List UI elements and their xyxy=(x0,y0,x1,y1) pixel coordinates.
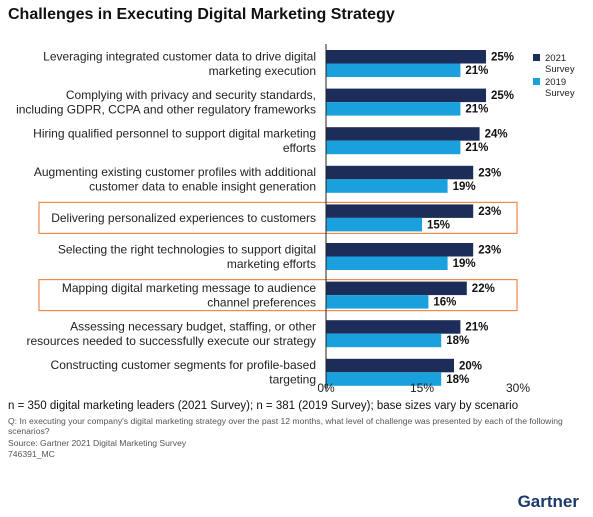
legend-label: Survey xyxy=(545,64,575,75)
bar-2021 xyxy=(326,358,454,373)
bar-2019 xyxy=(326,140,461,155)
data-label: 23% xyxy=(478,245,501,257)
bar-2019 xyxy=(326,102,461,116)
data-label: 20% xyxy=(459,360,482,372)
sample-size-note: n = 350 digital marketing leaders (2021 … xyxy=(8,400,519,412)
document-id: 746391_MC xyxy=(8,449,55,459)
data-label: 24% xyxy=(485,129,508,141)
bar-2021 xyxy=(326,204,474,218)
data-label: 16% xyxy=(433,297,456,309)
data-label: 21% xyxy=(465,142,488,154)
category-label: resources needed to successfully execute… xyxy=(27,334,317,348)
category-label: Leveraging integrated customer data to d… xyxy=(43,49,316,63)
data-label: 18% xyxy=(446,374,469,386)
bar-2019 xyxy=(326,333,442,348)
data-label: 18% xyxy=(446,335,469,347)
chart-title: Challenges in Executing Digital Marketin… xyxy=(8,6,395,23)
legend-swatch-2019 xyxy=(533,78,540,85)
bar-2021 xyxy=(326,127,480,141)
x-tick-label: 30% xyxy=(506,381,530,395)
category-label: targeting xyxy=(269,373,316,387)
x-tick-label: 0% xyxy=(317,381,335,395)
data-label: 25% xyxy=(491,52,514,64)
category-label: channel preferences xyxy=(207,295,316,309)
data-label: 19% xyxy=(453,258,476,270)
category-label: Mapping digital marketing message to aud… xyxy=(62,281,316,295)
bar-2021 xyxy=(326,320,461,334)
bar-2021 xyxy=(326,281,467,296)
category-label: Delivering personalized experiences to c… xyxy=(51,211,316,225)
legend-label: Survey xyxy=(545,88,575,99)
data-label: 21% xyxy=(465,104,488,116)
data-label: 25% xyxy=(491,90,514,102)
question-note: Q: In executing your company's digital m… xyxy=(8,416,563,436)
bar-2019 xyxy=(326,217,422,232)
bar-2019 xyxy=(326,256,448,270)
data-label: 21% xyxy=(465,65,488,77)
category-label: Augmenting existing customer profiles wi… xyxy=(34,165,316,179)
highlight-box xyxy=(38,201,518,234)
gartner-logo: Gartner xyxy=(517,492,579,511)
source-note: Source: Gartner 2021 Digital Marketing S… xyxy=(8,438,187,448)
category-label: customer data to enable insight generati… xyxy=(89,180,316,194)
category-label: Selecting the right technologies to supp… xyxy=(58,242,316,256)
category-label: including GDPR, CCPA and other regulator… xyxy=(16,102,316,116)
bar-chart: Leveraging integrated customer data to d… xyxy=(16,44,575,395)
data-label: 15% xyxy=(427,219,450,231)
legend-label: 2021 xyxy=(545,53,566,64)
category-label: Complying with privacy and security stan… xyxy=(66,88,316,102)
x-tick-label: 15% xyxy=(410,381,434,395)
bar-2021 xyxy=(326,165,474,180)
bar-2021 xyxy=(326,50,486,64)
bar-2019 xyxy=(326,179,448,193)
data-label: 22% xyxy=(472,283,495,295)
bar-2019 xyxy=(326,372,442,386)
category-label: efforts xyxy=(283,141,316,155)
data-label: 19% xyxy=(453,181,476,193)
category-label: marketing efforts xyxy=(227,257,316,271)
data-label: 23% xyxy=(478,206,501,218)
bar-2019 xyxy=(326,295,429,309)
category-label: Constructing customer segments for profi… xyxy=(51,358,316,372)
data-label: 23% xyxy=(478,167,501,179)
highlight-box xyxy=(38,279,518,312)
bar-2021 xyxy=(326,243,474,257)
bar-2021 xyxy=(326,88,486,103)
bar-2019 xyxy=(326,63,461,77)
category-label: Hiring qualified personnel to support di… xyxy=(33,126,316,140)
legend-swatch-2021 xyxy=(533,54,540,61)
category-label: marketing execution xyxy=(209,64,316,78)
category-label: Assessing necessary budget, staffing, or… xyxy=(70,319,316,333)
data-label: 21% xyxy=(465,322,488,334)
legend-label: 2019 xyxy=(545,77,566,88)
